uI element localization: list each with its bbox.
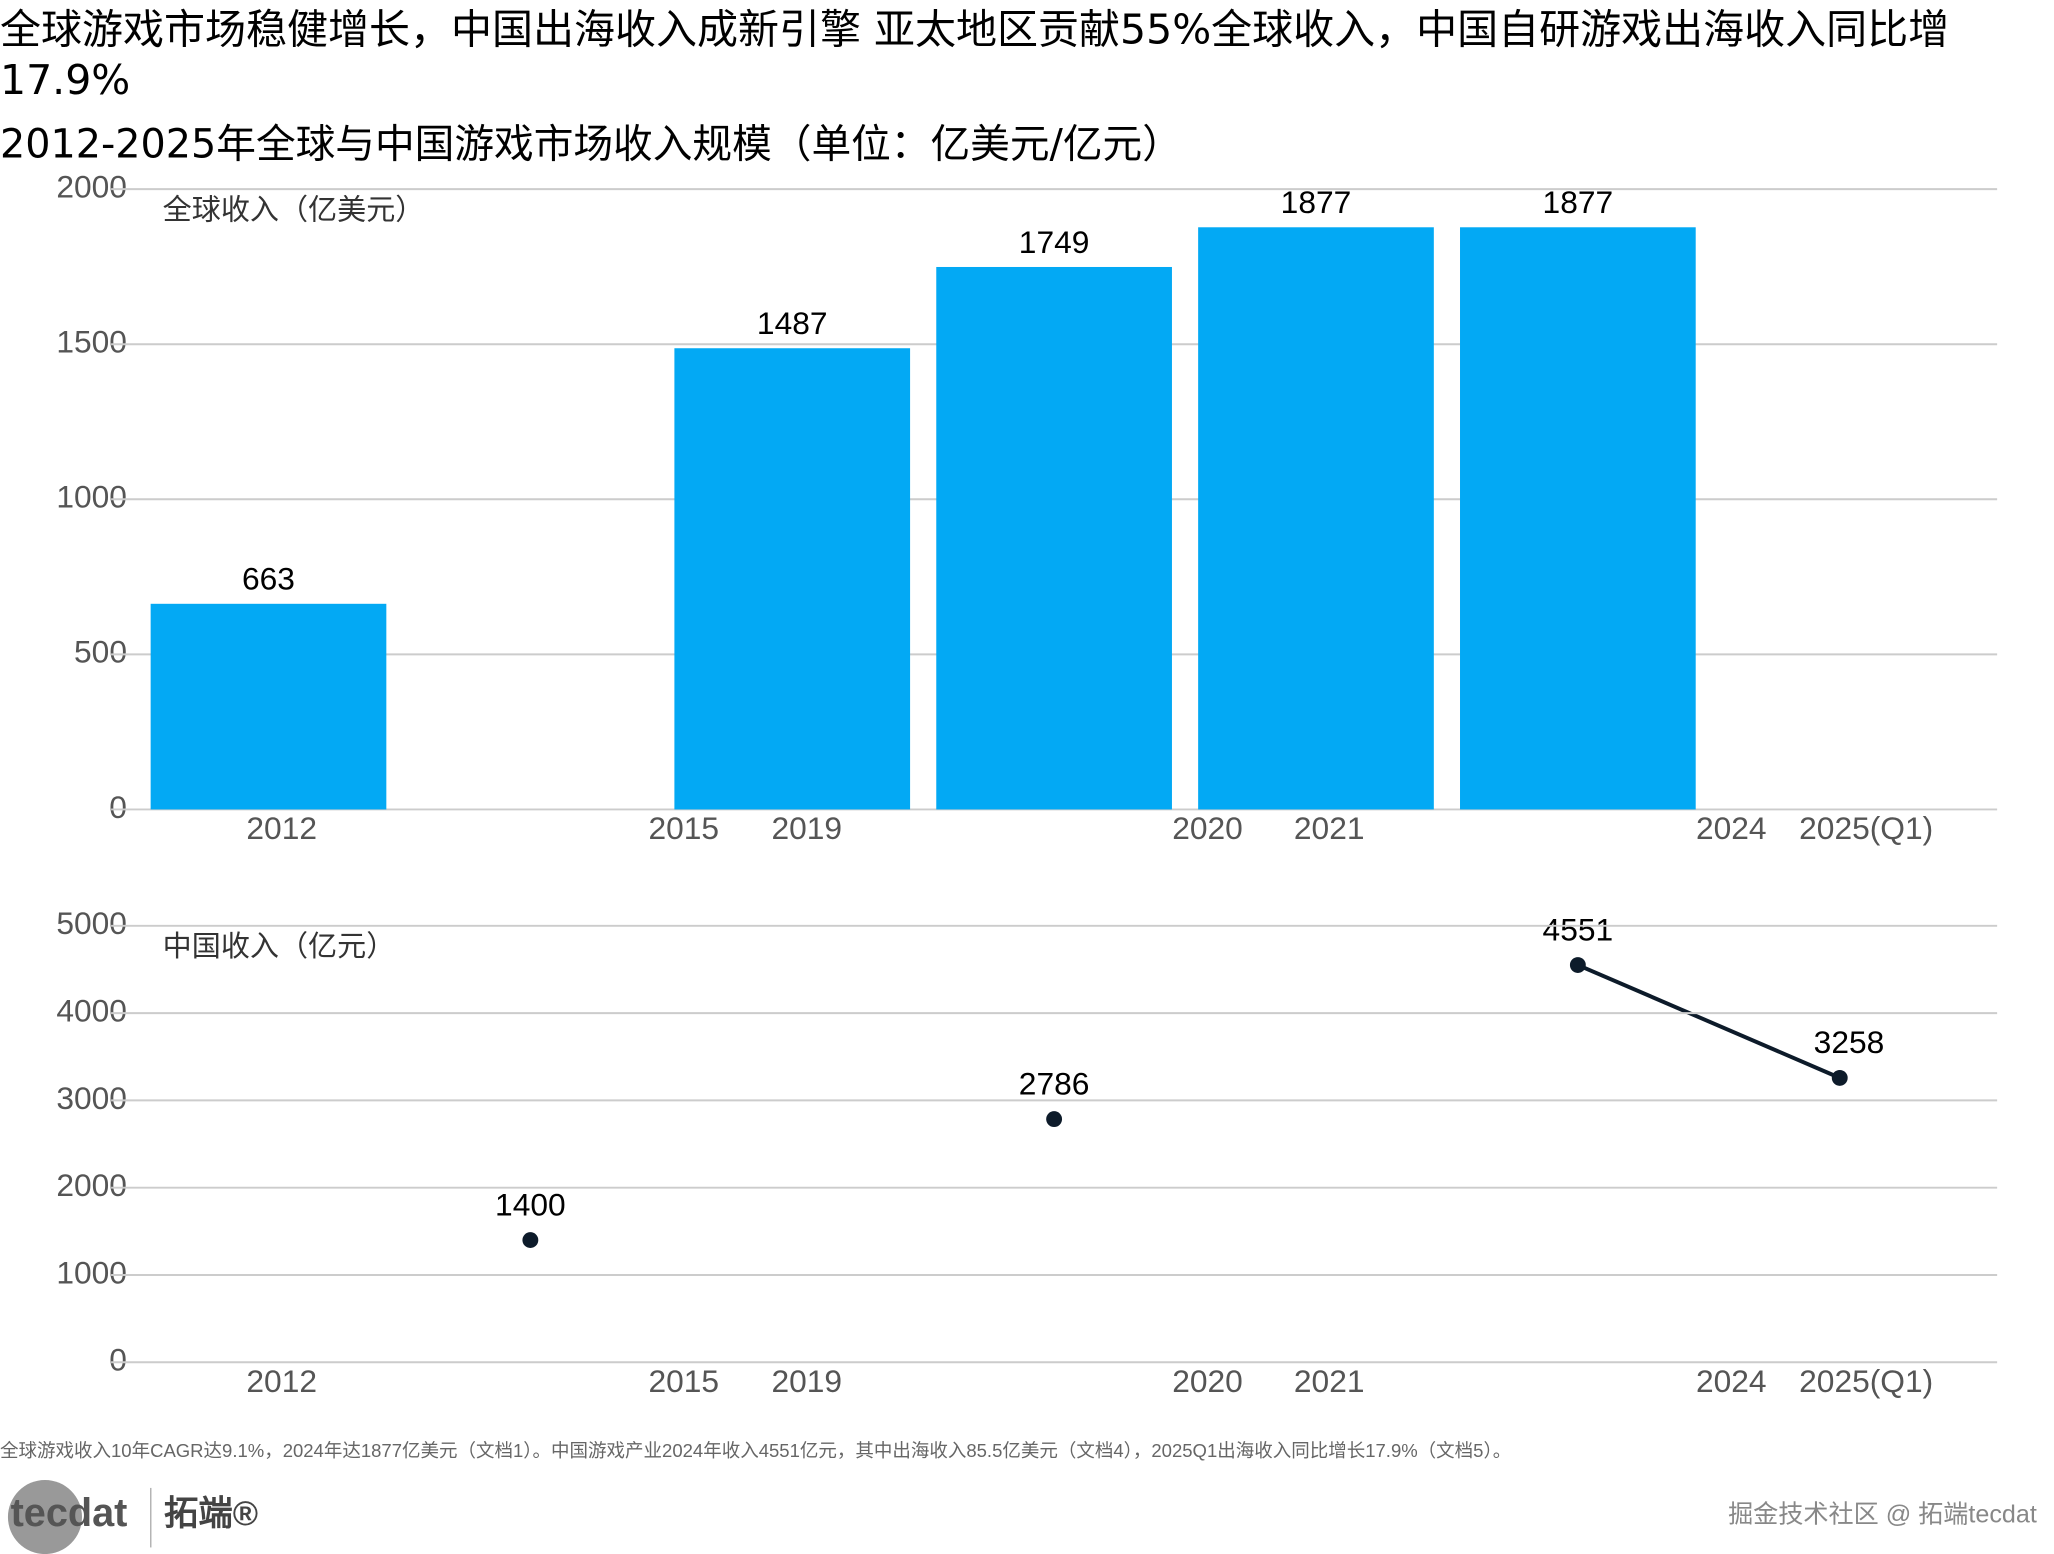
y-tick-label: 1000 xyxy=(56,479,127,515)
value-label: 1749 xyxy=(1019,224,1090,260)
x-tick-label: 2021 xyxy=(1294,810,1365,846)
value-label: 3258 xyxy=(1814,1024,1885,1060)
bar xyxy=(150,603,387,810)
y-tick-label: 500 xyxy=(74,634,127,670)
value-label: 4551 xyxy=(1543,911,1614,947)
x-tick-label: 2019 xyxy=(771,1363,842,1399)
value-label: 2786 xyxy=(1019,1065,1090,1101)
footnote: 全球游戏收入10年CAGR达9.1%，2024年达1877亿美元（文档1）。中国… xyxy=(0,1440,1511,1461)
value-label: 1877 xyxy=(1543,184,1614,220)
y-tick-label: 0 xyxy=(109,1342,127,1378)
x-tick-label: 2020 xyxy=(1172,810,1243,846)
bar xyxy=(1460,227,1696,810)
x-tick-label: 2024 xyxy=(1696,810,1767,846)
value-label: 1400 xyxy=(495,1186,566,1222)
x-tick-label: 2025(Q1) xyxy=(1799,1363,1933,1399)
value-label: 1877 xyxy=(1281,184,1352,220)
bar xyxy=(936,266,1172,810)
subtitle: 2012-2025年全球与中国游戏市场收入规模（单位：亿美元/亿元） xyxy=(0,121,1182,168)
logo-name: 拓端® xyxy=(164,1495,258,1533)
logo-badge xyxy=(7,1480,82,1554)
y-tick-label: 1000 xyxy=(56,1254,127,1290)
point xyxy=(522,1232,539,1249)
y-tick-label: 4000 xyxy=(56,993,127,1029)
x-tick-label: 2021 xyxy=(1294,1363,1365,1399)
y-tick-label: 5000 xyxy=(56,905,127,941)
value-label: 1487 xyxy=(757,305,828,341)
y-tick-label: 2000 xyxy=(56,1167,127,1203)
watermark: 掘金技术社区 @ 拓端tecdat xyxy=(1728,1500,2037,1528)
y-tick-label: 3000 xyxy=(56,1080,127,1116)
x-tick-label: 2012 xyxy=(246,810,317,846)
bar xyxy=(1198,227,1434,810)
point xyxy=(1569,957,1586,973)
line xyxy=(1577,963,1841,1080)
x-tick-label: 2020 xyxy=(1172,1363,1243,1399)
point xyxy=(1831,1069,1848,1086)
panel: 1400 2786 4551 3258 xyxy=(495,911,1885,1249)
point xyxy=(1046,1111,1063,1128)
x-tick-label: 2024 xyxy=(1696,1363,1767,1399)
logo-brand: tecdat xyxy=(11,1491,128,1535)
value-label: 663 xyxy=(242,561,295,597)
bar xyxy=(674,348,911,810)
x-tick-label: 2019 xyxy=(771,810,842,846)
y-tick-label: 2000 xyxy=(56,169,127,205)
x-tick-label: 2015 xyxy=(648,810,719,846)
x-tick-label: 2015 xyxy=(648,1363,719,1399)
title: 全球游戏市场稳健增长，中国出海收入成新引擎 亚太地区贡献55%全球收入，中国自研… xyxy=(0,6,1950,105)
y-tick-label: 1500 xyxy=(56,324,127,360)
x-tick-label: 2012 xyxy=(246,1363,317,1399)
panel-label: 全球收入（亿美元） xyxy=(163,193,425,226)
y-tick-label: 0 xyxy=(109,789,127,825)
x-tick-label: 2025(Q1) xyxy=(1799,810,1933,846)
panel-label: 中国收入（亿元） xyxy=(163,930,396,963)
